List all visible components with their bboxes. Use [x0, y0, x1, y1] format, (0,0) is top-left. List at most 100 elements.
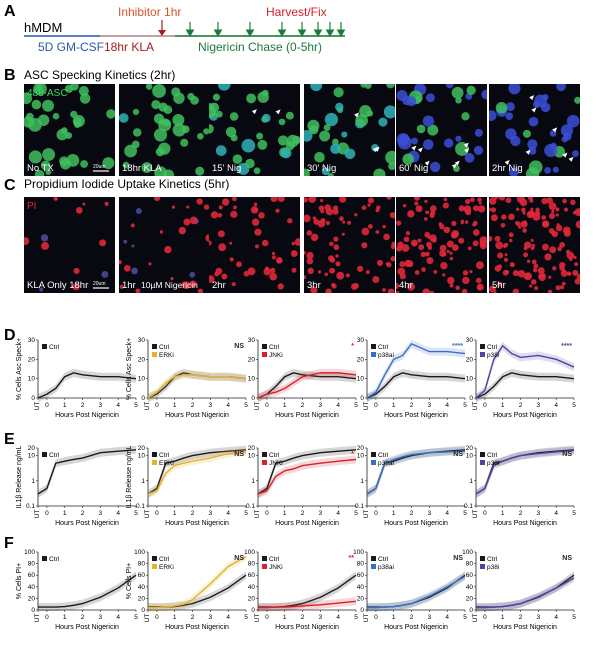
x-tick-label: 3	[319, 402, 323, 409]
x-tick-label: 1	[392, 402, 396, 409]
x-tick-label: 4	[336, 402, 340, 409]
micrograph-label: 4hr	[399, 280, 413, 291]
x-tick-label: 3	[428, 614, 432, 621]
x-tick-label: 5	[463, 614, 467, 621]
x-tick-label: 2	[81, 402, 85, 409]
x-axis-label: Hours Post Nigericin	[275, 520, 339, 527]
micrograph-tile: 2hr Nig	[489, 84, 580, 176]
x-tick-label: UT	[254, 614, 261, 623]
y-tick-label: 40	[138, 584, 146, 591]
x-tick-label: 5	[463, 510, 467, 517]
x-tick-label: 5	[354, 510, 358, 517]
legend-label: Ctrl	[269, 344, 280, 351]
legend-label: ERKi	[159, 564, 174, 571]
timeline-harvest-label: Harvest/Fix	[266, 5, 327, 19]
legend-swatch	[42, 344, 47, 349]
y-tick-label: 80	[357, 561, 365, 568]
legend-label: Ctrl	[269, 556, 280, 563]
cell-signal	[24, 84, 115, 176]
y-tick-label: 0.1	[26, 503, 35, 510]
x-tick-label: 2	[301, 402, 305, 409]
legend-label: JNKi	[269, 460, 283, 467]
y-tick-label: 10	[248, 376, 256, 383]
speck-arrowhead	[504, 160, 510, 166]
micrograph-label: 30' Nig	[307, 163, 336, 174]
speck-arrowhead	[374, 146, 380, 152]
x-tick-label: 4	[445, 402, 449, 409]
speck-arrowhead	[424, 160, 430, 166]
significance-mark: **	[349, 555, 355, 562]
y-tick-label: 20	[466, 356, 474, 363]
legend-label: p38ai	[378, 352, 394, 359]
stain-label: PI	[27, 201, 36, 212]
legend-swatch	[152, 452, 157, 457]
y-tick-label: 20	[248, 356, 256, 363]
legend-label: Ctrl	[49, 452, 60, 459]
legend-label: p38i	[487, 352, 499, 359]
y-tick-label: 80	[248, 561, 256, 568]
y-tick-label: 10	[466, 453, 474, 460]
timeline-cell-label: hMDM	[24, 20, 62, 35]
y-axis-label: % Cells Asc Speck+	[16, 338, 23, 400]
x-axis-label: Hours Post Nigericin	[165, 412, 229, 419]
x-tick-label: 2	[410, 402, 414, 409]
micrograph-tile: 18hr KLA	[119, 84, 210, 176]
legend-swatch	[371, 564, 376, 569]
y-tick-label: 20	[248, 595, 256, 602]
x-tick-label: 1	[283, 402, 287, 409]
legend-label: JNKi	[269, 564, 283, 571]
x-tick-label: 5	[572, 510, 576, 517]
y-tick-label: 1	[141, 478, 145, 485]
legend-swatch	[262, 564, 267, 569]
micrograph-label: 18hr KLA	[122, 163, 162, 174]
y-tick-label: 0	[360, 395, 364, 402]
speck-arrowhead	[464, 148, 470, 154]
series-line	[475, 372, 575, 399]
x-tick-label: 2	[301, 614, 305, 621]
timeline-inhibitor-label: Inhibitor 1hr	[118, 5, 181, 19]
x-tick-label: 1	[283, 614, 287, 621]
y-tick-label: 30	[357, 337, 365, 344]
legend-label: Ctrl	[49, 556, 60, 563]
micrograph-tile: 2hr	[209, 197, 300, 293]
x-tick-label: 2	[410, 510, 414, 517]
x-tick-label: 0	[265, 510, 269, 517]
series-line	[476, 577, 575, 609]
micrograph-tile: 15' Nig	[209, 84, 300, 176]
cell-signal	[119, 197, 210, 293]
cell-signal	[119, 84, 210, 176]
legend-label: Ctrl	[378, 344, 389, 351]
legend-swatch	[262, 352, 267, 357]
micrograph-label: 15' Nig	[212, 163, 241, 174]
timeline-chase-arrows	[185, 22, 346, 37]
y-tick-label: 60	[138, 572, 146, 579]
confidence-band	[148, 445, 246, 498]
micrograph-label: 2hr Nig	[492, 163, 523, 174]
confidence-band	[38, 445, 136, 498]
x-tick-label: 2	[191, 402, 195, 409]
x-axis-label: Hours Post Nigericin	[55, 520, 119, 527]
x-tick-label: 5	[134, 614, 138, 621]
cell-signal	[304, 197, 395, 293]
x-axis-label: Hours Post Nigericin	[384, 412, 448, 419]
x-tick-label: 4	[226, 614, 230, 621]
timeline-gmcsf-label: 5D GM-CSF	[38, 40, 104, 54]
x-axis-label: Hours Post Nigericin	[165, 624, 229, 631]
y-tick-label: 60	[248, 572, 256, 579]
significance-mark: NS	[234, 555, 244, 562]
y-tick-label: 30	[248, 337, 256, 344]
legend-swatch	[371, 460, 376, 465]
series-line	[258, 600, 357, 609]
confidence-band	[38, 368, 136, 402]
legend-swatch	[152, 564, 157, 569]
y-tick-label: 40	[28, 584, 36, 591]
